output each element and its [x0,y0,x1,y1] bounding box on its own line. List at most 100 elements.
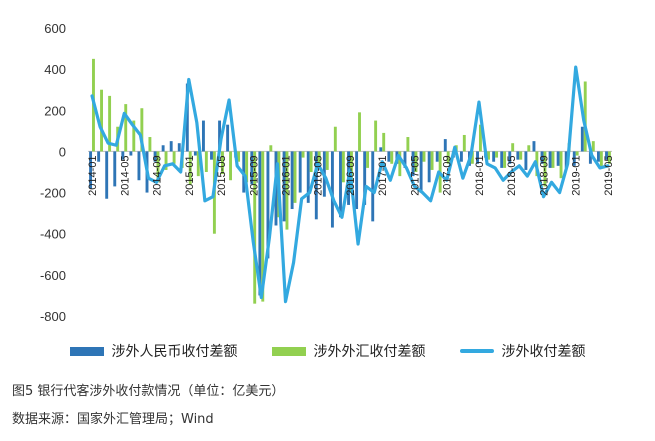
bar-rmb [556,151,560,166]
x-tick-label: 2015-09 [248,155,260,195]
bar-rmb [129,151,133,156]
bar-rmb [282,151,286,222]
bar-fx [551,151,555,168]
bar-fx [317,151,321,164]
bar-fx [446,151,450,164]
bar-rmb [250,151,254,185]
bar-rmb [524,151,528,170]
bar-rmb [564,151,568,168]
bar-rmb [411,151,415,177]
bar-fx [430,151,434,170]
bar-fx [188,151,192,185]
legend: 涉外人民币收付差额 涉外外汇收付差额 涉外收付差额 [0,336,655,366]
bar-fx [358,112,361,152]
bar-fx [140,108,144,152]
bar-rmb [185,83,189,152]
bar-fx [100,89,103,152]
bar-fx [519,151,523,160]
bar-fx [156,151,160,183]
bar-fx [422,151,426,162]
bar-fx [293,151,297,203]
bar-fx [478,124,482,152]
y-axis: 600 400 200 0 -200 -400 -600 -800 [40,21,66,324]
bar-rmb [387,151,391,162]
bar-rmb [121,151,125,160]
bar-fx [132,120,136,152]
bar-fx [398,151,402,177]
bar-rmb [516,151,520,160]
bar-rmb [161,145,165,152]
bar-rmb [588,151,592,164]
x-tick-label: 2016-05 [313,155,325,195]
x-tick-label: 2017-05 [409,155,421,195]
bar-fx [414,151,418,172]
line-series [90,65,610,304]
bar-fx [164,151,168,170]
bar-rmb [298,151,302,193]
bar-fx [253,151,257,304]
bar-rmb [314,151,318,220]
bar-fx [559,151,563,179]
bar-fx [591,141,595,152]
bar-fx [196,151,200,177]
bar-fx [462,134,466,152]
bar-rmb [532,141,536,152]
legend-item-total: 涉外收付差额 [459,341,586,361]
bar-fx [333,126,337,152]
x-axis: 2014-01 2014-05 2014-09 2015-01 2015-05 2015-… [87,155,615,195]
bar-fx [599,151,603,168]
bar-fx [269,145,273,152]
bar-rmb [371,151,375,222]
y-tick-label: 400 [44,62,66,77]
bar-fx [575,151,579,156]
bar-fx [607,151,611,164]
bar-rmb [540,151,544,164]
bar-rmb [97,151,101,162]
bar-rmb [258,151,262,296]
bar-fx [245,151,249,183]
bar-rmb [177,143,181,152]
y-tick-label: -600 [40,268,66,283]
bar-rmb [492,151,496,162]
x-tick-label: 2015-05 [216,155,228,195]
bar-rmb [339,151,342,218]
bar-fx [374,120,378,152]
bar-rmb [355,151,359,210]
bar-rmb [89,151,93,189]
bar-fx [543,151,547,187]
bar-fx [341,151,345,183]
y-tick-label: -800 [40,309,66,324]
bar-fx [325,151,329,170]
bar-fx [309,151,313,172]
bar-rmb [435,151,439,162]
x-tick-label: 2018-09 [538,155,550,195]
x-tick-label: 2017-01 [377,155,389,195]
bar-rmb [169,141,173,152]
bar-fx [204,151,208,172]
bar-fx [495,151,499,158]
figure-source: 数据来源：国家外汇管理局；Wind [12,412,214,427]
bar-rmb [153,151,157,162]
bar-rmb [508,151,512,164]
bar-fx [261,151,265,302]
line-total [90,65,610,304]
bar-rmb [403,151,407,168]
y-tick-label: -200 [40,186,66,201]
bar-fx [285,151,289,230]
bar-rmb [137,151,141,181]
x-tick-label: 2014-09 [152,155,164,195]
bar-rmb [218,120,222,152]
bar-fx [470,151,474,164]
bar-fx [487,151,490,160]
x-tick-label: 2014-05 [119,155,131,195]
bar-fx [124,104,128,152]
bar-rmb [201,120,205,152]
bar-fx [148,137,152,152]
legend-swatch-total [459,349,494,353]
bar-rmb [597,151,600,162]
bar-fx [390,151,394,164]
bar-rmb [226,124,230,152]
bar-fx [511,143,515,152]
bar-rmb [266,151,270,259]
